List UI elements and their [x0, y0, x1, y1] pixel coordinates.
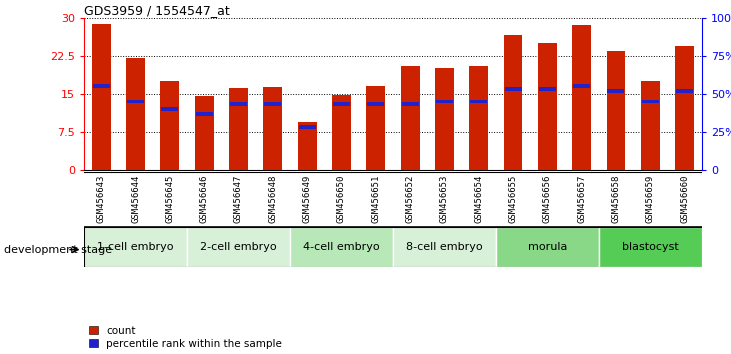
Bar: [92, 24, 110, 170]
Text: GSM456645: GSM456645: [165, 175, 175, 223]
Bar: [84, 227, 187, 267]
Bar: [607, 90, 624, 93]
Bar: [572, 25, 591, 170]
Text: morula: morula: [528, 242, 567, 252]
Bar: [435, 68, 454, 170]
Bar: [332, 95, 351, 170]
Bar: [393, 227, 496, 267]
Bar: [333, 102, 350, 106]
Text: development stage: development stage: [4, 245, 112, 255]
Bar: [504, 35, 523, 170]
Text: GSM456646: GSM456646: [200, 175, 208, 223]
Bar: [229, 88, 248, 170]
Bar: [196, 112, 213, 116]
Bar: [263, 87, 282, 170]
Bar: [194, 96, 213, 170]
Bar: [366, 86, 385, 170]
Text: GSM456658: GSM456658: [611, 175, 621, 223]
Bar: [93, 84, 110, 88]
Text: GSM456660: GSM456660: [680, 175, 689, 223]
Bar: [187, 227, 290, 267]
Bar: [299, 125, 316, 129]
Text: GSM456659: GSM456659: [645, 175, 655, 223]
Bar: [469, 66, 488, 170]
Bar: [298, 122, 317, 170]
Text: GSM456656: GSM456656: [543, 175, 552, 223]
Bar: [436, 99, 453, 103]
Text: GSM456652: GSM456652: [406, 175, 414, 223]
Text: 8-cell embryo: 8-cell embryo: [406, 242, 482, 252]
Bar: [573, 84, 590, 88]
Bar: [367, 102, 385, 106]
Text: GDS3959 / 1554547_at: GDS3959 / 1554547_at: [84, 4, 230, 17]
Bar: [675, 46, 694, 170]
Bar: [401, 102, 419, 106]
Bar: [127, 99, 144, 103]
Text: GSM456650: GSM456650: [337, 175, 346, 223]
Bar: [599, 227, 702, 267]
Text: blastocyst: blastocyst: [622, 242, 678, 252]
Text: 4-cell embryo: 4-cell embryo: [303, 242, 379, 252]
Bar: [539, 87, 556, 91]
Legend: count, percentile rank within the sample: count, percentile rank within the sample: [89, 326, 282, 349]
Bar: [642, 99, 659, 103]
Bar: [607, 51, 626, 170]
Bar: [538, 43, 557, 170]
Text: GSM456653: GSM456653: [440, 175, 449, 223]
Text: 2-cell embryo: 2-cell embryo: [200, 242, 277, 252]
Text: GSM456647: GSM456647: [234, 175, 243, 223]
Text: GSM456654: GSM456654: [474, 175, 483, 223]
Bar: [470, 99, 487, 103]
Bar: [160, 81, 179, 170]
Bar: [265, 102, 281, 106]
Text: GSM456644: GSM456644: [131, 175, 140, 223]
Text: GSM456643: GSM456643: [96, 175, 106, 223]
Bar: [401, 66, 420, 170]
Text: GSM456651: GSM456651: [371, 175, 380, 223]
Bar: [641, 81, 659, 170]
Bar: [162, 107, 178, 111]
Bar: [504, 87, 521, 91]
Bar: [676, 90, 693, 93]
Text: GSM456649: GSM456649: [303, 175, 311, 223]
Bar: [230, 102, 247, 106]
Bar: [290, 227, 393, 267]
Text: 1-cell embryo: 1-cell embryo: [97, 242, 174, 252]
Text: GSM456648: GSM456648: [268, 175, 277, 223]
Text: GSM456657: GSM456657: [577, 175, 586, 223]
Text: GSM456655: GSM456655: [509, 175, 518, 223]
Bar: [496, 227, 599, 267]
Bar: [126, 58, 145, 170]
